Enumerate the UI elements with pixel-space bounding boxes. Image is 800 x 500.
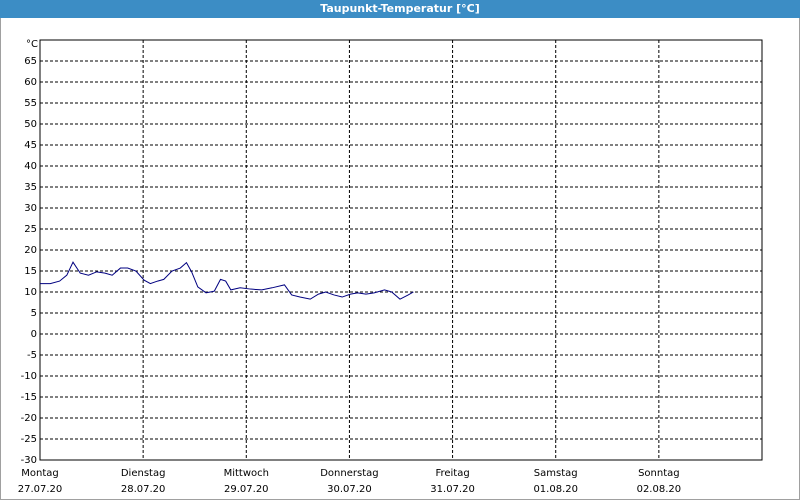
y-tick-label: -10: [21, 371, 37, 382]
x-tick-date: 01.08.20: [533, 484, 578, 495]
y-tick-label: 5: [31, 308, 37, 319]
x-tick-date: 31.07.20: [430, 484, 475, 495]
data-line: [40, 261, 414, 300]
x-tick-label: Freitag: [435, 468, 469, 479]
y-tick-label: -25: [21, 434, 37, 445]
x-tick-label: Donnerstag: [320, 468, 378, 479]
chart-title: Taupunkt-Temperatur [°C]: [320, 2, 480, 15]
x-tick-label: Dienstag: [121, 468, 166, 479]
y-tick-label: 25: [24, 224, 37, 235]
y-unit: °C: [26, 39, 38, 50]
y-tick-label: 40: [24, 161, 37, 172]
y-tick-label: 30: [24, 203, 37, 214]
y-tick-label: -5: [27, 350, 37, 361]
y-tick-label: 55: [24, 98, 37, 109]
x-tick-label: Mittwoch: [224, 468, 269, 479]
y-tick-label: -15: [21, 392, 37, 403]
x-tick-date: 28.07.20: [121, 484, 166, 495]
y-tick-label: 10: [24, 287, 37, 298]
plot-frame: [39, 39, 763, 461]
x-tick-date: 30.07.20: [327, 484, 372, 495]
y-tick-label: 50: [24, 119, 37, 130]
x-tick-date: 27.07.20: [18, 484, 63, 495]
y-tick-label: -20: [21, 413, 37, 424]
title-bar: [0, 0, 800, 18]
y-tick-label: 35: [24, 182, 37, 193]
x-tick-label: Montag: [21, 468, 58, 479]
x-tick-date: 29.07.20: [224, 484, 269, 495]
y-tick-label: -30: [21, 455, 37, 466]
x-tick-label: Samstag: [534, 468, 578, 479]
y-tick-label: 65: [24, 56, 37, 67]
y-tick-label: 45: [24, 140, 37, 151]
y-tick-label: 60: [24, 77, 37, 88]
x-tick-label: Sonntag: [638, 468, 680, 479]
y-tick-label: 20: [24, 245, 37, 256]
y-tick-label: 0: [31, 329, 37, 340]
y-tick-label: 15: [24, 266, 37, 277]
x-tick-date: 02.08.20: [637, 484, 682, 495]
